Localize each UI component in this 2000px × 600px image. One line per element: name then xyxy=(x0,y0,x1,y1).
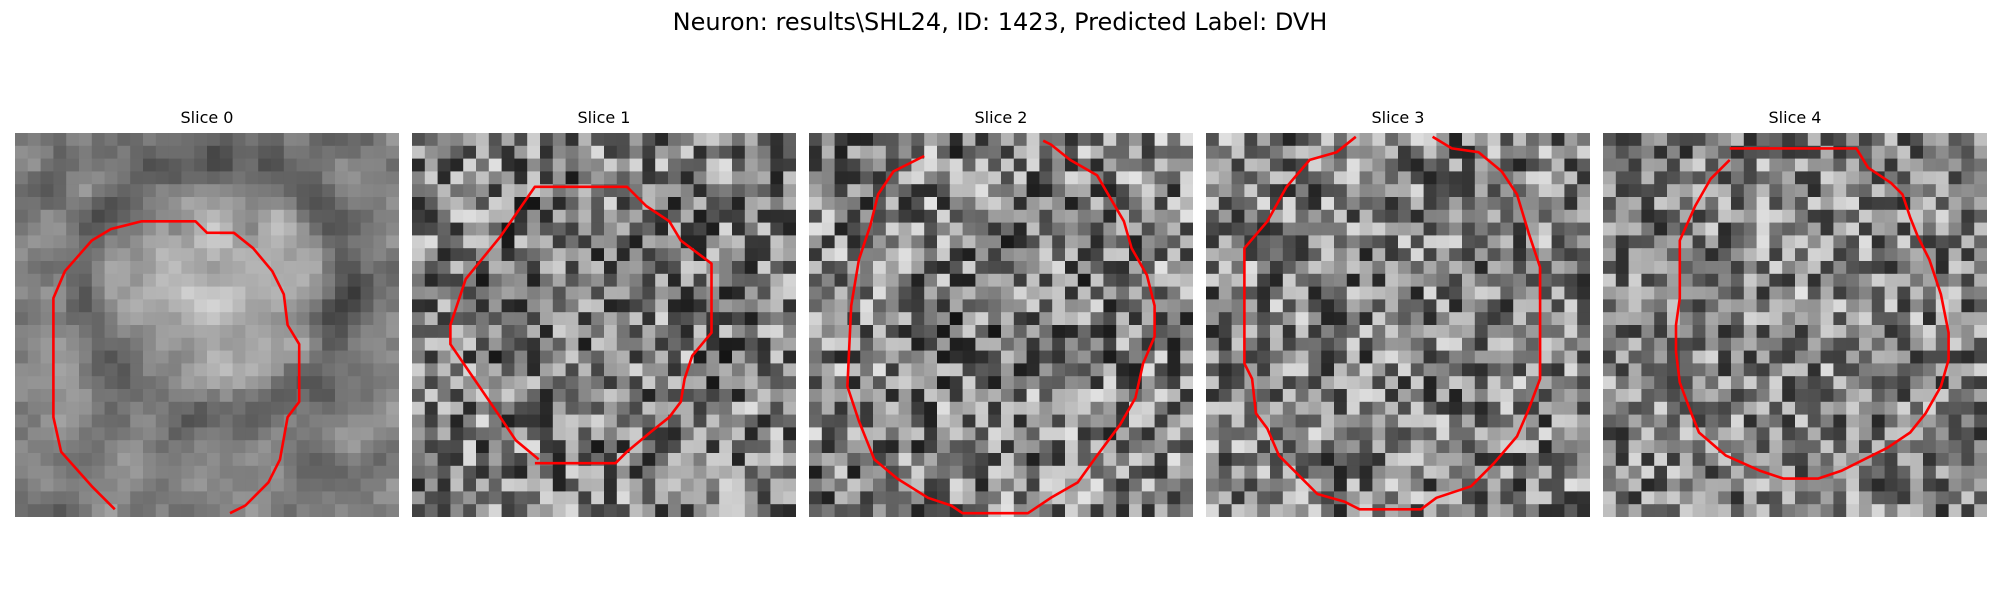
cell-contour xyxy=(1674,147,1950,480)
slice-title: Slice 4 xyxy=(1768,108,1822,127)
slice-panel-3: Slice 3 xyxy=(1206,108,1590,517)
slice-panel-0: Slice 0 xyxy=(15,108,399,517)
pixel-grid xyxy=(1206,133,1590,517)
slice-image xyxy=(809,133,1193,517)
slice-title: Slice 0 xyxy=(180,108,234,127)
pixel-grid xyxy=(809,133,1193,517)
cell-contour xyxy=(1243,135,1542,511)
slice-title: Slice 2 xyxy=(974,108,1028,127)
slice-panel-4: Slice 4 xyxy=(1603,108,1987,517)
cell-contour xyxy=(846,139,1156,515)
slice-title: Slice 3 xyxy=(1371,108,1425,127)
slice-image xyxy=(15,133,399,517)
cell-contour xyxy=(449,185,713,465)
slice-image xyxy=(1206,133,1590,517)
pixel-grid xyxy=(15,133,399,517)
pixel-grid xyxy=(412,133,796,517)
slice-image xyxy=(1603,133,1987,517)
slice-panel-2: Slice 2 xyxy=(809,108,1193,517)
figure-title: Neuron: results\SHL24, ID: 1423, Predict… xyxy=(672,8,1328,36)
slice-title: Slice 1 xyxy=(577,108,631,127)
slice-panel-1: Slice 1 xyxy=(412,108,796,517)
pixel-grid xyxy=(1603,133,1987,517)
cell-contour xyxy=(52,220,301,515)
slice-image xyxy=(412,133,796,517)
